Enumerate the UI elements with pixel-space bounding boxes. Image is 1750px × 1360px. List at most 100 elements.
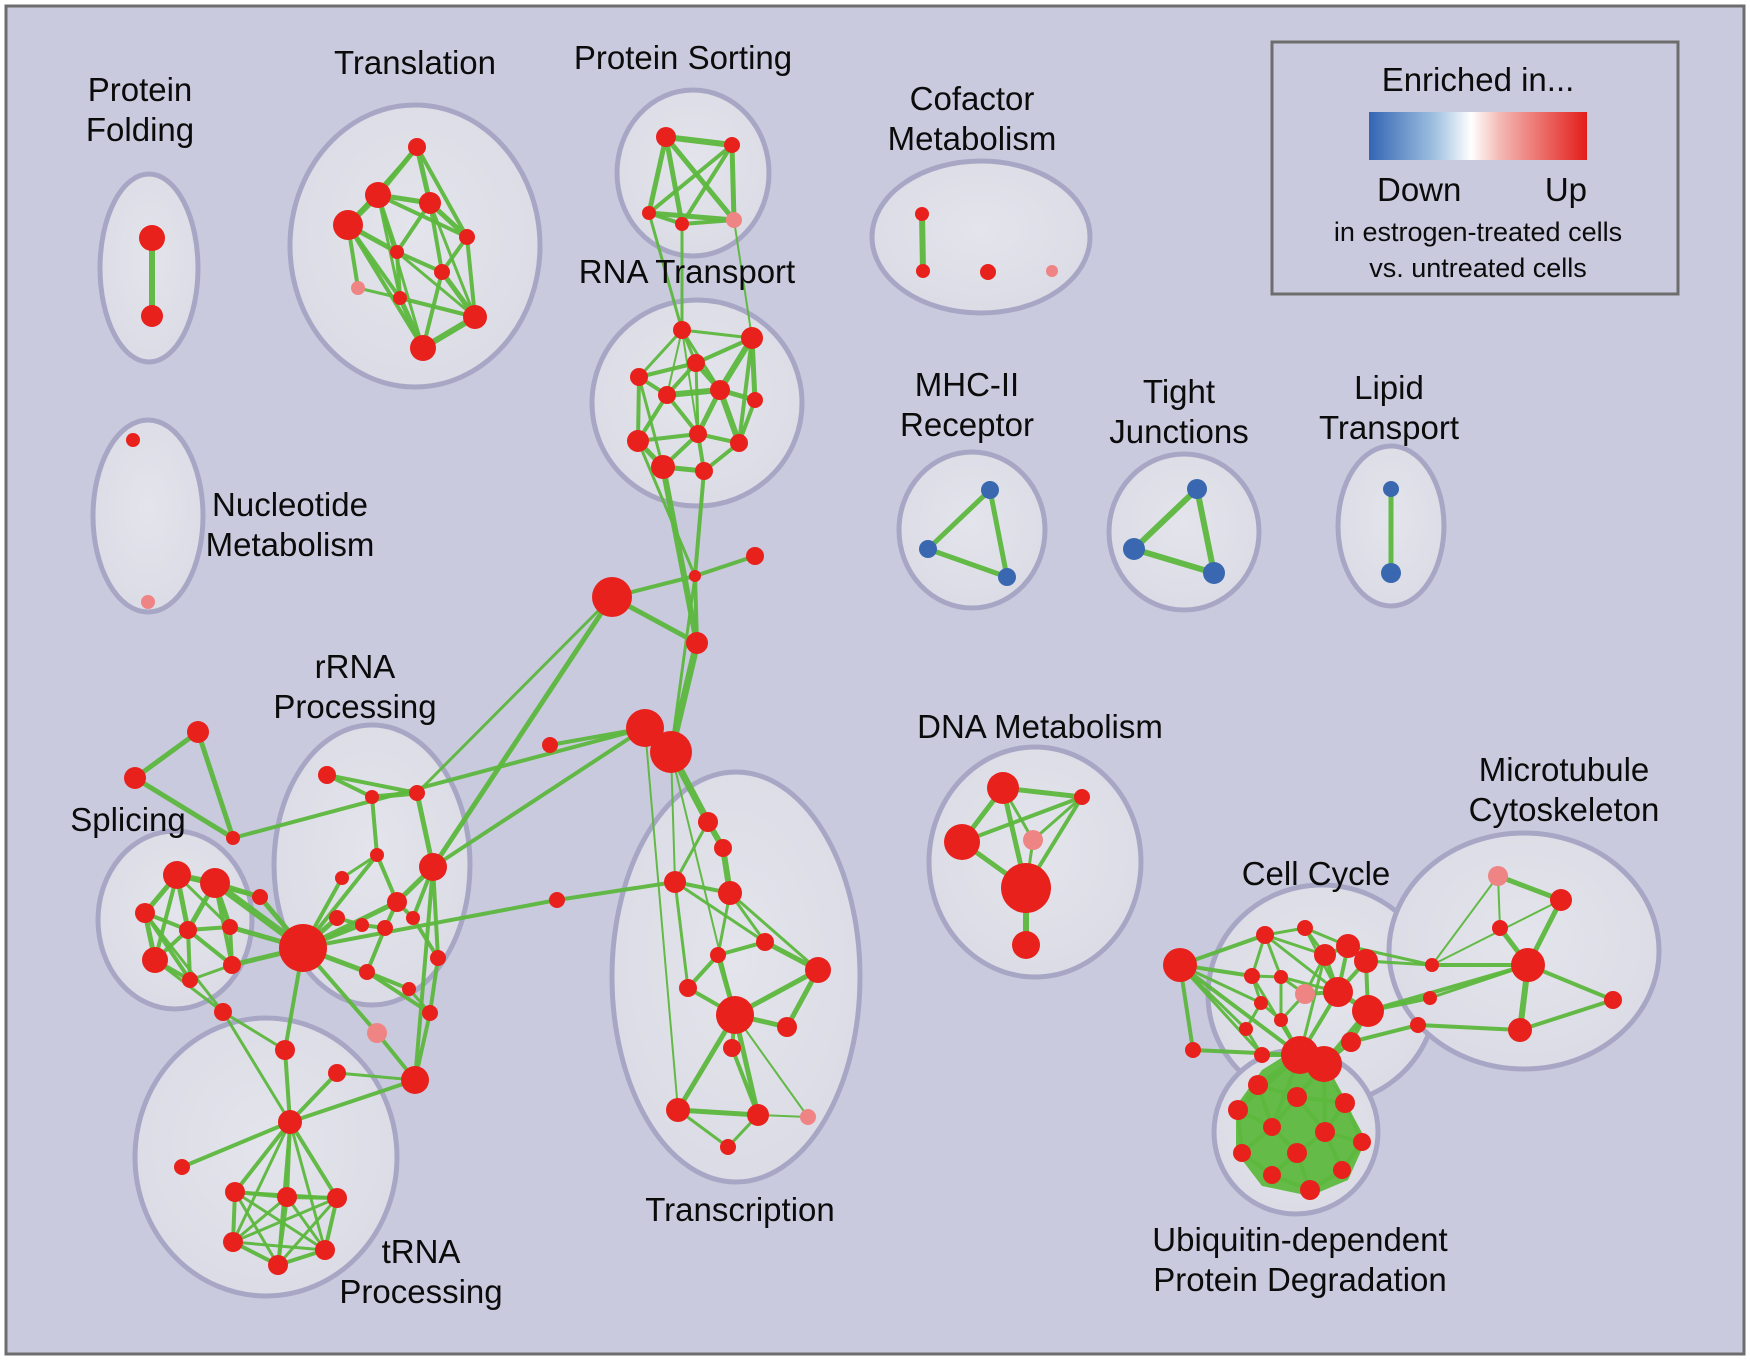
network-node-tc7 [710, 947, 726, 963]
network-edge [733, 219, 753, 339]
network-edge [675, 1107, 761, 1118]
network-edge [663, 134, 735, 148]
network-node-cc9 [1254, 996, 1268, 1010]
network-node-cc16 [1185, 1042, 1201, 1058]
network-node-rr5 [335, 871, 349, 885]
network-node-tr7 [315, 1240, 335, 1260]
network-edge [288, 1120, 339, 1200]
network-node-ub8 [1233, 1144, 1251, 1162]
network-node-rr7 [419, 853, 447, 881]
network-edge [376, 193, 425, 350]
cluster-label-protein-folding: Protein [88, 71, 193, 108]
network-node-rr16 [422, 1005, 438, 1021]
network-node-ps1 [656, 127, 676, 147]
cluster-label-dna-metabolism: DNA Metabolism [917, 708, 1163, 745]
network-node-rr8 [329, 910, 345, 926]
network-node-tc13 [666, 1098, 690, 1122]
network-node-tr2 [174, 1159, 190, 1175]
network-edge [1349, 1023, 1420, 1044]
network-edge [919, 211, 926, 274]
network-node-cc2 [1256, 926, 1274, 944]
network-node-tj3 [1203, 562, 1225, 584]
cluster-label-lipid-transport: Transport [1319, 409, 1459, 446]
network-edge [1131, 546, 1217, 576]
network-node-tj1 [1187, 479, 1207, 499]
network-edge [153, 873, 179, 962]
cluster-ellipse-trna-processing [132, 1015, 400, 1299]
network-node-sp1 [163, 861, 191, 889]
cluster-label-lipid-transport: Lipid [1354, 369, 1424, 406]
network-node-cc7 [1274, 970, 1288, 984]
network-node-rr20 [328, 1064, 346, 1082]
network-node-cn3 [1410, 1017, 1426, 1033]
cluster-label-rrna-processing: Processing [273, 688, 436, 725]
cluster-label-tight-junctions: Junctions [1109, 413, 1248, 450]
network-edge [180, 1120, 292, 1169]
network-edge [728, 891, 820, 972]
network-edge [987, 487, 1010, 580]
network-node-ub2 [1287, 1087, 1307, 1107]
network-node-tc12 [723, 1039, 741, 1057]
cluster-label-splicing: Splicing [70, 801, 186, 838]
network-edge [395, 250, 444, 274]
network-edge [231, 1196, 339, 1244]
network-node-tri3 [226, 831, 240, 845]
network-node-rr6 [387, 892, 407, 912]
network-edge [669, 574, 697, 754]
network-node-ps3 [642, 206, 656, 220]
legend-subline-2: vs. untreated cells [1369, 253, 1587, 283]
legend-down-label: Down [1377, 171, 1461, 208]
cluster-label-nucleotide-metabolism: Metabolism [206, 526, 375, 563]
network-edge [673, 820, 710, 884]
cluster-label-transcription: Transcription [645, 1191, 835, 1228]
cluster-label-rrna-processing: rRNA [315, 648, 396, 685]
legend-title: Enriched in... [1382, 61, 1575, 98]
network-edge [283, 1048, 292, 1124]
network-edge [413, 865, 435, 1082]
network-node-sp2 [200, 868, 230, 898]
network-node-mtp [1488, 866, 1508, 886]
network-node-tl2 [365, 182, 391, 208]
network-node-tc9 [679, 979, 697, 997]
network-node-pf1 [139, 225, 165, 251]
network-node-cc19 [1341, 1032, 1361, 1052]
cluster-label-trna-processing: Processing [339, 1273, 502, 1310]
network-edge [132, 729, 201, 781]
network-node-rr18 [367, 1023, 387, 1043]
network-edge [925, 546, 1010, 580]
network-node-mtur [1550, 889, 1572, 911]
network-edge [365, 970, 432, 1015]
network-node-sp4 [179, 921, 197, 939]
network-edge [1131, 486, 1200, 552]
network-edge [465, 235, 477, 319]
network-edge [301, 898, 559, 950]
network-node-cc13 [1352, 995, 1384, 1027]
network-node-ch5 [542, 737, 558, 753]
network-node-tc2 [714, 839, 732, 857]
cluster-label-cofactor-metabolism: Metabolism [888, 120, 1057, 157]
network-node-lp1 [1383, 481, 1399, 497]
network-edge [430, 594, 615, 870]
network-node-rr1 [318, 766, 336, 784]
network-node-hub1 [626, 709, 664, 747]
network-node-mts [1492, 920, 1508, 936]
network-edge [1416, 1023, 1522, 1032]
network-node-rr19 [275, 1040, 295, 1060]
network-edge [647, 211, 684, 332]
network-node-sp7 [182, 972, 198, 988]
network-node-ub7 [1353, 1133, 1371, 1151]
network-node-hub2 [650, 731, 692, 773]
network-nodes [124, 127, 1622, 1275]
network-node-tc16 [720, 1139, 736, 1155]
network-node-rr11 [406, 911, 420, 925]
network-edge [428, 201, 444, 274]
network-edge [231, 726, 647, 840]
network-edge [925, 487, 993, 552]
network-node-tr3 [225, 1182, 245, 1202]
network-edge [370, 795, 379, 857]
network-node-dm2 [1074, 789, 1090, 805]
network-edge [644, 727, 679, 1111]
network-node-sp9 [252, 889, 268, 905]
network-node-rt6 [710, 380, 730, 400]
